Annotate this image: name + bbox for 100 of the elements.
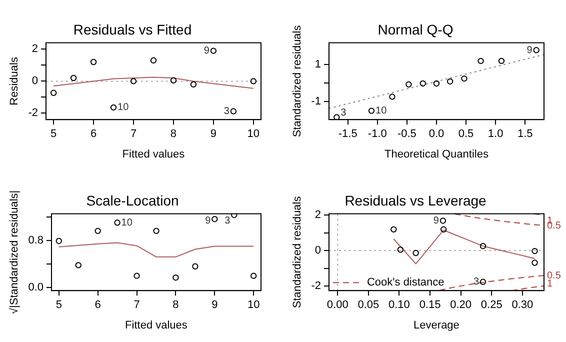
y-tick-label: 0 xyxy=(32,75,38,88)
annotation: 1 xyxy=(547,278,553,290)
x-tick-label: 0.20 xyxy=(450,299,472,312)
y-tick-label: 1 xyxy=(314,58,321,71)
x-tick-label: 8 xyxy=(170,128,177,140)
annotation: 9 xyxy=(205,216,212,227)
point xyxy=(412,250,419,256)
y-tick-label: 0 xyxy=(314,244,321,257)
chart-title: Residuals vs Leverage xyxy=(344,192,487,208)
annotation: 9 xyxy=(204,46,210,57)
x-axis-title: Theoretical Quantiles xyxy=(384,148,489,160)
x-tick-label: 6 xyxy=(90,128,97,140)
y-tick-label: -2 xyxy=(28,107,38,120)
point xyxy=(170,77,177,84)
x-axis-title: Fitted values xyxy=(125,319,188,332)
point xyxy=(433,80,440,87)
point xyxy=(480,278,486,286)
x-tick-label: 5 xyxy=(56,299,62,312)
point xyxy=(134,272,140,279)
point xyxy=(56,238,62,244)
x-tick-label: 0.10 xyxy=(388,299,410,312)
point xyxy=(114,220,120,226)
x-tick-label: 8 xyxy=(172,299,179,312)
point xyxy=(172,274,179,281)
point xyxy=(533,47,540,54)
point xyxy=(192,263,198,270)
point xyxy=(440,226,447,233)
y-axis-title: √|Standardized residuals| xyxy=(8,190,21,314)
x-tick-label: 0.5 xyxy=(458,128,474,140)
chart-title: Residuals vs Fitted xyxy=(73,21,192,38)
point xyxy=(406,81,412,88)
point xyxy=(70,74,77,82)
y-tick-label: 0.0 xyxy=(28,282,44,294)
point xyxy=(498,58,505,64)
point xyxy=(389,94,396,100)
point xyxy=(250,272,257,279)
x-tick-label: 10 xyxy=(247,299,260,312)
point xyxy=(461,75,468,82)
point xyxy=(210,48,217,54)
annotation: 3 xyxy=(224,216,231,227)
point xyxy=(478,58,484,64)
point xyxy=(94,228,101,234)
annotation: 3 xyxy=(340,107,347,118)
y-tick-label: -2 xyxy=(311,280,321,292)
point xyxy=(440,218,446,224)
x-tick-label: 5 xyxy=(50,128,57,140)
y-axis-title: Standardized residuals xyxy=(292,196,304,308)
y-tick-label: 2 xyxy=(32,43,38,56)
annotation: 9 xyxy=(433,216,440,227)
point xyxy=(50,90,57,96)
annotation: 10 xyxy=(376,106,388,117)
x-tick-label: 1.5 xyxy=(517,128,533,140)
x-tick-label: 7 xyxy=(134,299,140,312)
point xyxy=(532,260,538,266)
point xyxy=(153,228,160,234)
x-tick-label: -1.5 xyxy=(338,128,358,140)
x-tick-label: 0.05 xyxy=(358,299,380,312)
legend-label: Cook's distance xyxy=(366,276,444,289)
chart-title: Scale-Location xyxy=(86,192,179,208)
annotation: 3 xyxy=(473,276,480,288)
x-tick-label: 9 xyxy=(212,299,218,312)
x-tick-label: -0.5 xyxy=(397,128,416,140)
x-tick-label: 10 xyxy=(247,128,260,140)
point xyxy=(532,248,538,254)
y-tick-label: 0.8 xyxy=(28,234,44,246)
point xyxy=(397,246,404,253)
point xyxy=(368,108,375,114)
x-tick-label: 6 xyxy=(94,299,101,312)
annotation: 3 xyxy=(224,106,230,118)
x-axis-title: Leverage xyxy=(414,319,460,332)
x-tick-label: 0.25 xyxy=(480,299,502,312)
y-tick-label: -1 xyxy=(311,95,321,108)
chart-title: Normal Q-Q xyxy=(378,21,454,38)
point xyxy=(420,80,426,87)
point xyxy=(446,78,454,85)
x-tick-label: 0.0 xyxy=(428,128,444,140)
annotation: 10 xyxy=(118,102,130,114)
point xyxy=(231,214,238,218)
point xyxy=(110,104,117,111)
x-tick-label: 9 xyxy=(210,128,216,140)
point xyxy=(250,78,257,84)
point xyxy=(130,78,137,84)
point xyxy=(230,108,237,114)
x-tick-label: 0.30 xyxy=(512,299,534,312)
annotation: 9 xyxy=(526,44,533,56)
point xyxy=(480,242,486,250)
point xyxy=(75,262,82,268)
x-tick-label: -1.0 xyxy=(368,128,387,140)
x-axis-title: Fitted values xyxy=(122,148,186,160)
y-axis-title: Residuals xyxy=(8,56,21,106)
point xyxy=(90,58,97,66)
point xyxy=(150,57,157,64)
point xyxy=(190,81,197,88)
x-tick-label: 0.00 xyxy=(326,299,348,312)
y-tick-label: 2 xyxy=(314,209,321,222)
point xyxy=(212,216,218,222)
x-tick-label: 7 xyxy=(130,128,137,140)
x-tick-label: 0.15 xyxy=(419,299,441,312)
annotation: 10 xyxy=(121,217,133,228)
point xyxy=(390,226,397,233)
